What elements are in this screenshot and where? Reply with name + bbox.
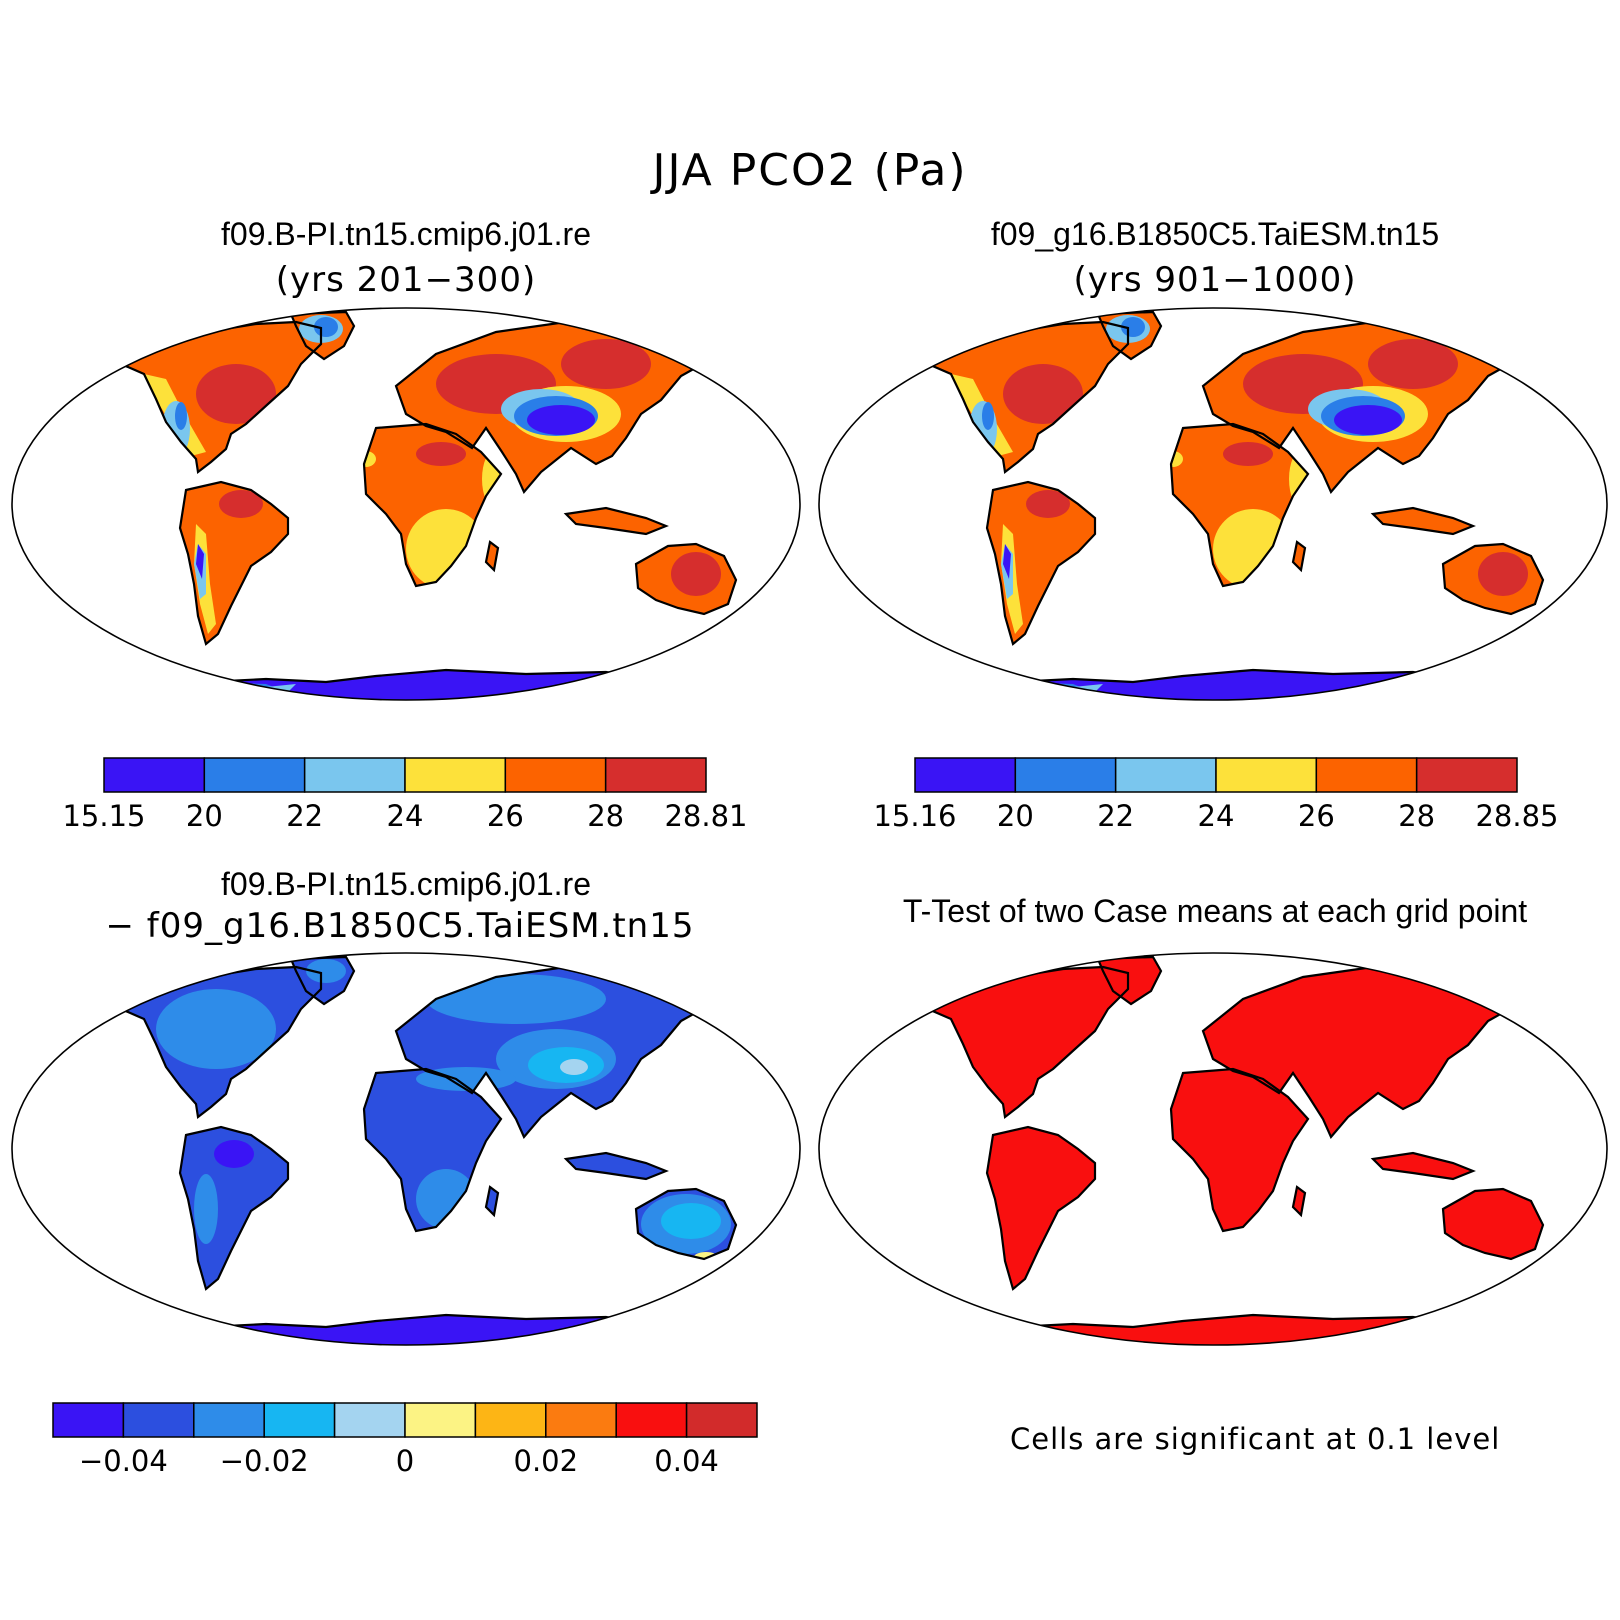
map-boundary	[11, 952, 801, 1346]
colorbar-tick-label: 28	[587, 799, 624, 833]
colorbar-tick-label: 0.02	[514, 1444, 579, 1478]
colorbar-box	[193, 1402, 265, 1438]
colorbar-tick-label: 0.04	[654, 1444, 719, 1478]
colorbar-tick-label: 24	[387, 799, 424, 833]
colorbar-box	[122, 1402, 195, 1438]
colorbar-box	[103, 757, 206, 793]
colorbar-box	[615, 1402, 688, 1438]
figure-title: JJA PCO2 (Pa)	[652, 145, 968, 196]
colorbar-tick-label: 28.81	[664, 799, 747, 833]
significance-note: Cells are significant at 0.1 level	[1010, 1422, 1501, 1456]
panel3-subtitle: − f09_g16.B1850C5.TaiESM.tn15	[105, 906, 695, 946]
colorbar-box	[545, 1402, 617, 1438]
colorbar-tick-label: 26	[1298, 799, 1335, 833]
panel3-title: f09.B-PI.tn15.cmip6.j01.re	[221, 866, 591, 902]
colorbar-tick-label: 15.15	[62, 799, 145, 833]
colorbar-box	[604, 757, 707, 793]
colorbar-box	[1215, 757, 1318, 793]
panel1-colorbar: 15.15 20 22 24 26 28 28.81	[62, 757, 748, 833]
colorbar-box	[504, 757, 607, 793]
colorbar-tick-label: 22	[286, 799, 323, 833]
colorbar-tick-label: 28.85	[1475, 799, 1558, 833]
colorbar-tick-label: 20	[186, 799, 223, 833]
colorbar-tick-label: −0.02	[220, 1444, 309, 1478]
colorbar-box	[263, 1402, 336, 1438]
panel1-title: f09.B-PI.tn15.cmip6.j01.re	[221, 216, 591, 252]
panel2-map	[818, 307, 1608, 701]
panel1-map	[11, 307, 801, 701]
colorbar-tick-label: 20	[997, 799, 1034, 833]
colorbar-box	[474, 1402, 547, 1438]
colorbar-tick-label: 15.16	[873, 799, 956, 833]
colorbar-tick-label: −0.04	[79, 1444, 168, 1478]
colorbar-box	[1014, 757, 1117, 793]
colorbar-tick-label: 22	[1097, 799, 1134, 833]
colorbar-box	[203, 757, 306, 793]
colorbar-box	[914, 757, 1017, 793]
colorbar-tick-label: 28	[1398, 799, 1435, 833]
colorbar-box	[685, 1402, 758, 1438]
panel2-subtitle: (yrs 901−1000)	[1073, 260, 1357, 300]
map-boundary	[11, 307, 801, 701]
panel3-colorbar: −0.04 −0.02 0 0.02 0.04	[52, 1402, 758, 1478]
colorbar-box	[1415, 757, 1518, 793]
map-boundary	[818, 952, 1608, 1346]
colorbar-box	[404, 757, 507, 793]
map-boundary	[818, 307, 1608, 701]
panel4-title: T-Test of two Case means at each grid po…	[902, 893, 1528, 929]
panel4-map	[818, 952, 1608, 1346]
panel2-title: f09_g16.B1850C5.TaiESM.tn15	[990, 216, 1440, 252]
panel2-colorbar: 15.16 20 22 24 26 28 28.85	[873, 757, 1559, 833]
colorbar-tick-label: 24	[1198, 799, 1235, 833]
colorbar-box	[1315, 757, 1418, 793]
colorbar-box	[303, 757, 406, 793]
colorbar-box	[404, 1402, 477, 1438]
panel3-map	[11, 952, 801, 1346]
panel1-subtitle: (yrs 201−300)	[275, 260, 537, 300]
colorbar-box	[52, 1402, 125, 1438]
colorbar-tick-label: 26	[487, 799, 524, 833]
colorbar-box	[333, 1402, 406, 1438]
colorbar-box	[1114, 757, 1217, 793]
colorbar-tick-label: 0	[396, 1444, 414, 1478]
